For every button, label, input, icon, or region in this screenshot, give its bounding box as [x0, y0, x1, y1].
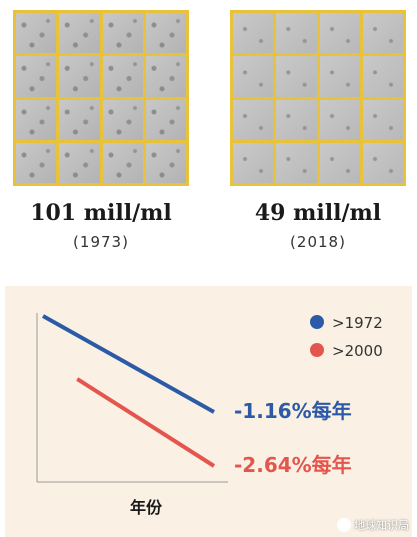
count-2018: 49 mill/ml: [254, 200, 382, 226]
series-2000-legend-marker: [310, 343, 324, 357]
year-1973: (1973): [73, 233, 129, 251]
chart-background: [5, 286, 412, 537]
sperm-grid-2018: [230, 10, 406, 186]
watermark-text: 地球知识局: [354, 519, 409, 532]
watermark: 地球知识局: [337, 517, 409, 533]
sperm-grid-1973: [13, 10, 189, 186]
series-1972-trend-label: -1.16%每年: [234, 399, 352, 423]
series-2000-legend-label: >2000: [332, 342, 383, 360]
count-1973: 101 mill/ml: [30, 200, 172, 226]
series-1972-legend-label: >1972: [332, 314, 383, 332]
series-2000-trend-label: -2.64%每年: [234, 453, 352, 477]
year-2018: (2018): [290, 233, 346, 251]
x-axis-label: 年份: [130, 498, 163, 517]
series-1972-line: [42, 314, 215, 414]
wechat-icon: [337, 518, 351, 532]
series-2000-line: [76, 377, 216, 468]
series-1972-legend-marker: [310, 315, 324, 329]
